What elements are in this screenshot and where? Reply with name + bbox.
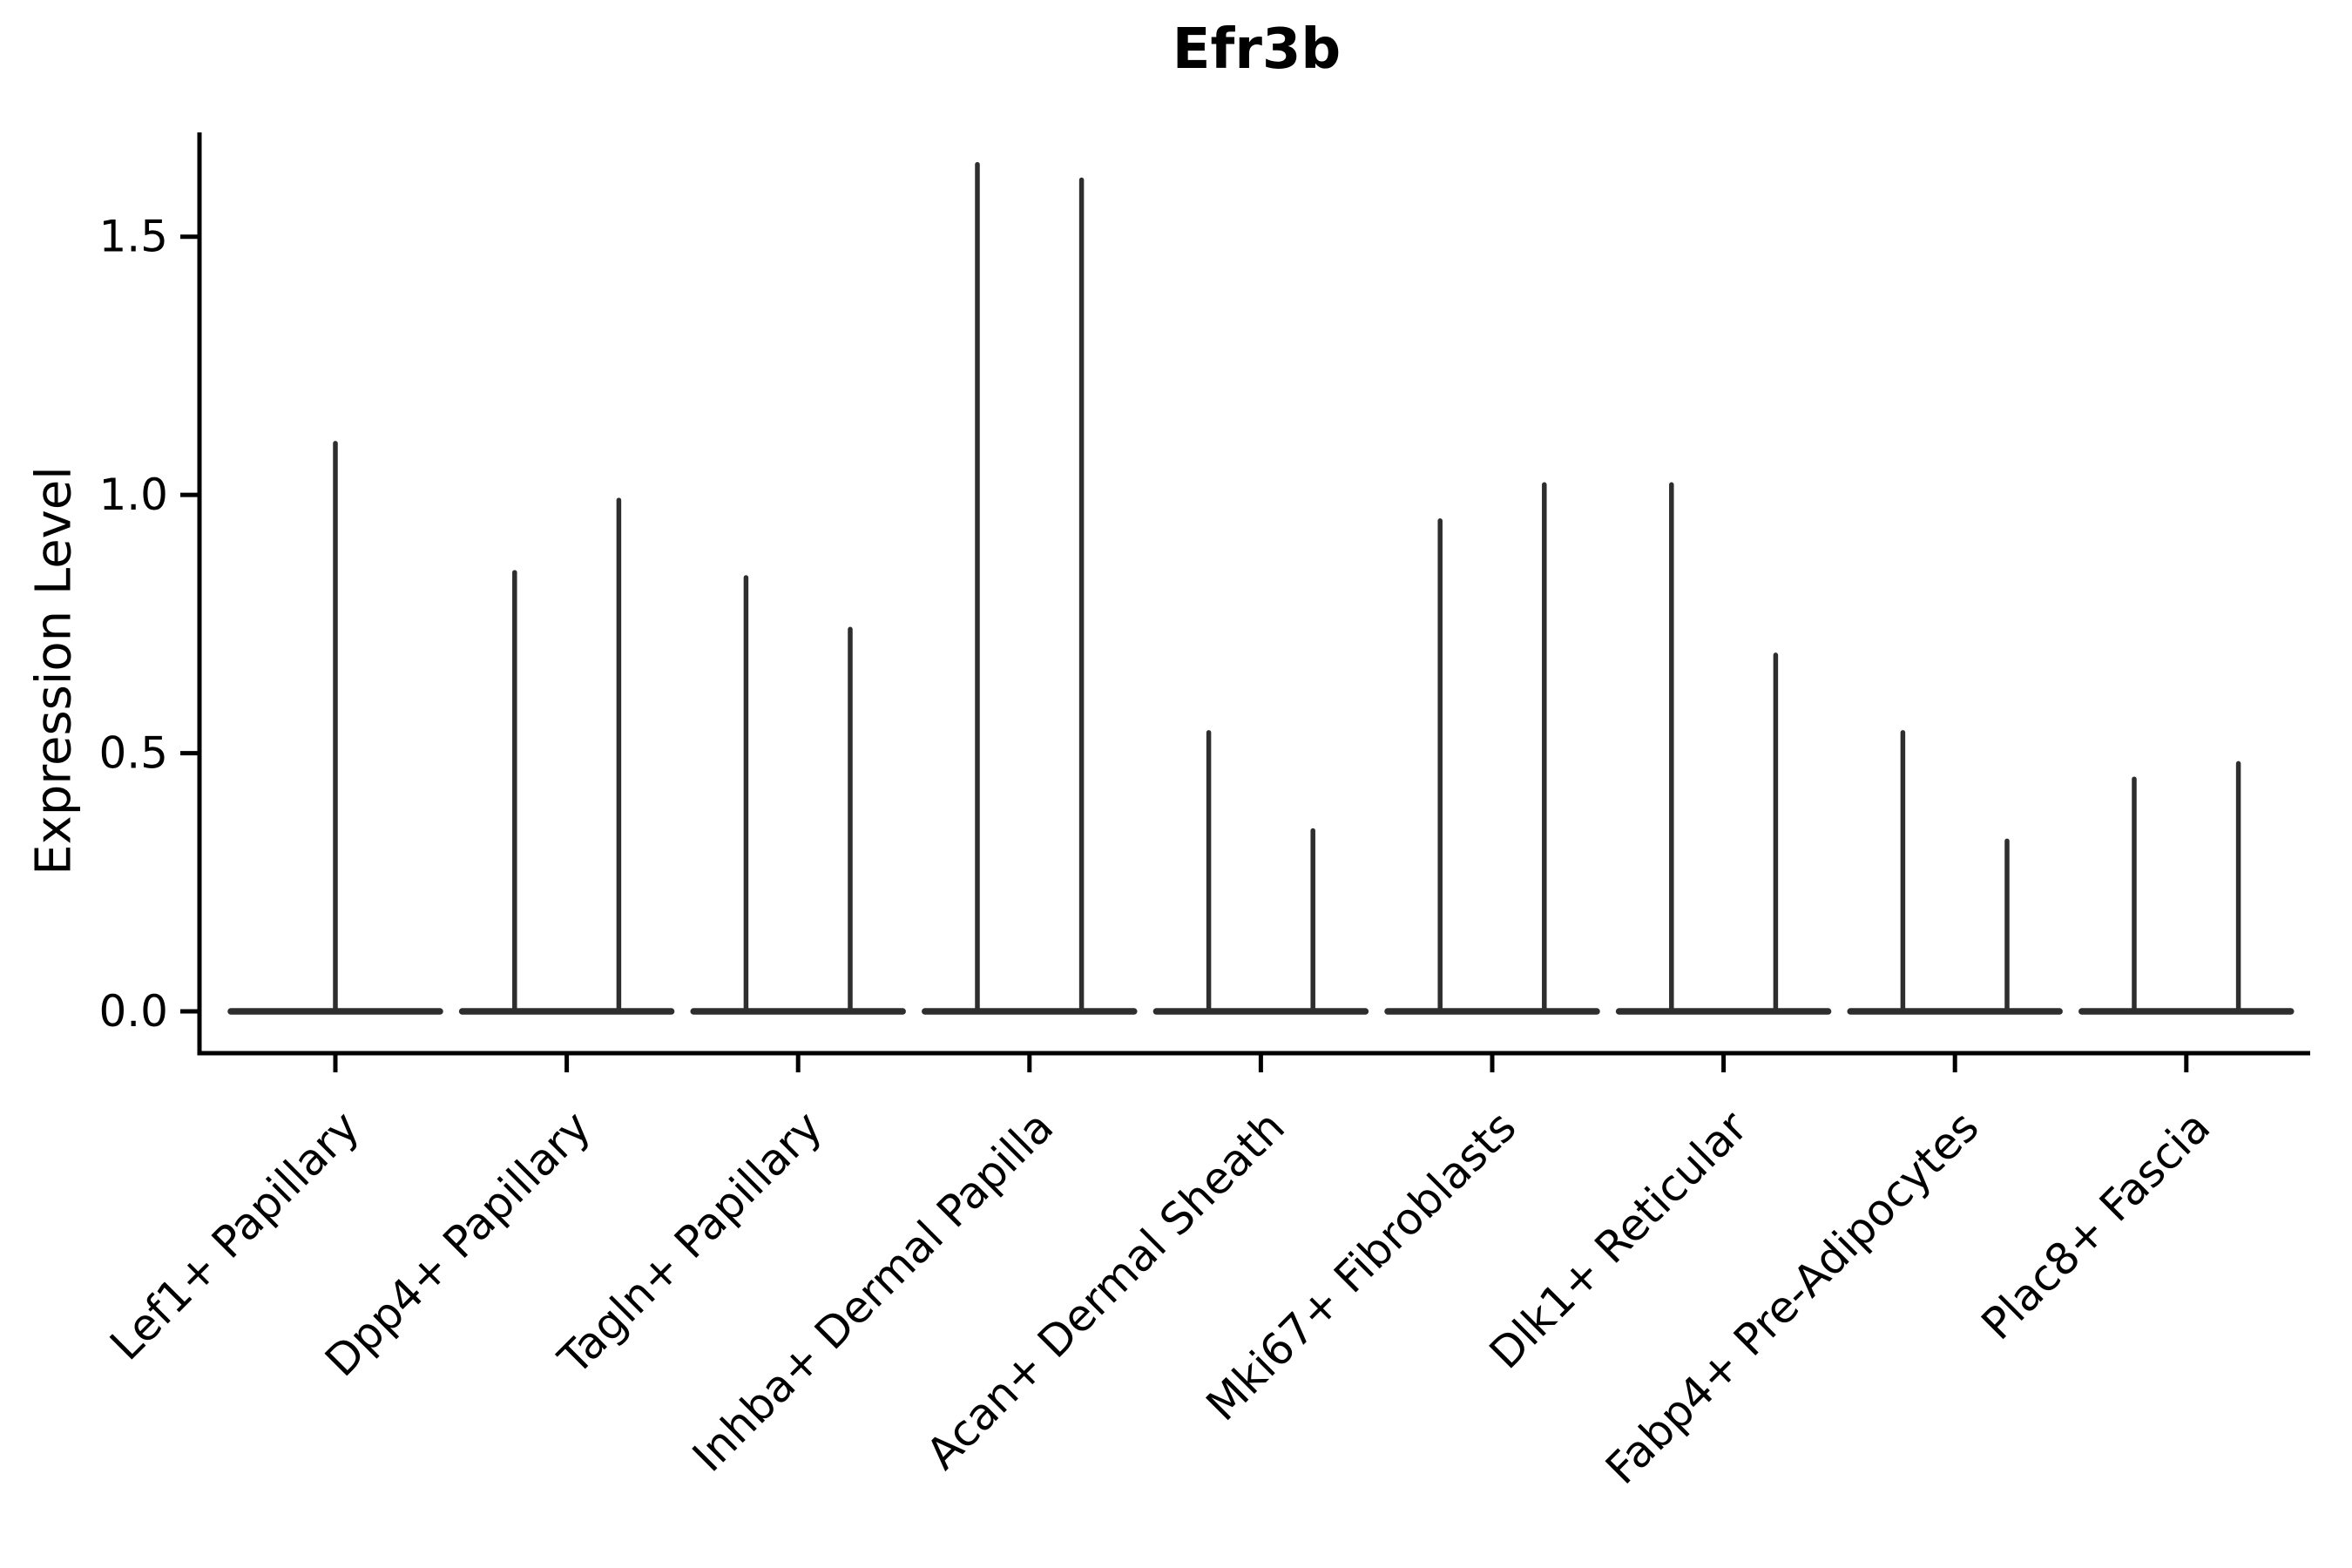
y-tick-label: 0.5: [98, 728, 168, 779]
y-tick-label: 1.0: [98, 470, 168, 520]
x-category-label: Fabp4+ Pre-Adipocytes: [1596, 1101, 1989, 1494]
y-tick-label: 0.0: [98, 986, 168, 1037]
x-category-label: Dlk1+ Reticular: [1480, 1101, 1757, 1378]
x-category-label: Plac8+ Fascia: [1972, 1101, 2220, 1349]
y-tick-label: 1.5: [98, 212, 168, 262]
chart-title: Efr3b: [1172, 17, 1342, 82]
x-category-label: Lef1+ Papillary: [100, 1101, 368, 1369]
